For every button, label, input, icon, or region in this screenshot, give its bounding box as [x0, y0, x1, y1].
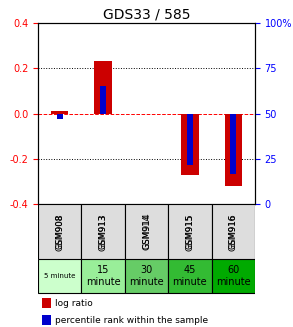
- Text: GSM908: GSM908: [55, 213, 64, 250]
- FancyBboxPatch shape: [81, 204, 125, 259]
- FancyBboxPatch shape: [212, 259, 255, 293]
- Title: GDS33 / 585: GDS33 / 585: [103, 8, 190, 22]
- Text: 15
minute: 15 minute: [86, 265, 120, 287]
- Text: GSM915: GSM915: [185, 214, 194, 249]
- FancyBboxPatch shape: [38, 204, 81, 259]
- FancyBboxPatch shape: [168, 204, 212, 259]
- Text: GSM916: GSM916: [229, 213, 238, 250]
- FancyBboxPatch shape: [125, 204, 168, 259]
- Bar: [57, 114, 63, 119]
- Text: 30
minute: 30 minute: [129, 265, 164, 287]
- Text: log ratio: log ratio: [55, 299, 93, 308]
- Text: GSM913: GSM913: [99, 214, 108, 249]
- Bar: [187, 114, 193, 164]
- Bar: [42, 298, 51, 308]
- Text: percentile rank within the sample: percentile rank within the sample: [55, 316, 209, 325]
- Text: 45
minute: 45 minute: [173, 265, 207, 287]
- FancyBboxPatch shape: [81, 259, 125, 293]
- FancyBboxPatch shape: [125, 259, 168, 293]
- Text: GSM908: GSM908: [55, 214, 64, 249]
- Bar: [181, 114, 199, 175]
- Text: GSM914: GSM914: [142, 214, 151, 249]
- Bar: [224, 114, 242, 186]
- Bar: [42, 315, 51, 325]
- FancyBboxPatch shape: [168, 259, 212, 293]
- Text: 5 minute: 5 minute: [44, 273, 76, 279]
- FancyBboxPatch shape: [38, 259, 81, 293]
- FancyBboxPatch shape: [212, 204, 255, 259]
- Text: 60
minute: 60 minute: [216, 265, 251, 287]
- Bar: [51, 112, 69, 114]
- Text: GSM914: GSM914: [142, 213, 151, 250]
- Bar: [100, 86, 106, 114]
- Text: GSM915: GSM915: [185, 213, 194, 250]
- Bar: [230, 114, 236, 174]
- Bar: [94, 61, 112, 114]
- Text: GSM913: GSM913: [99, 213, 108, 250]
- Text: GSM916: GSM916: [229, 214, 238, 249]
